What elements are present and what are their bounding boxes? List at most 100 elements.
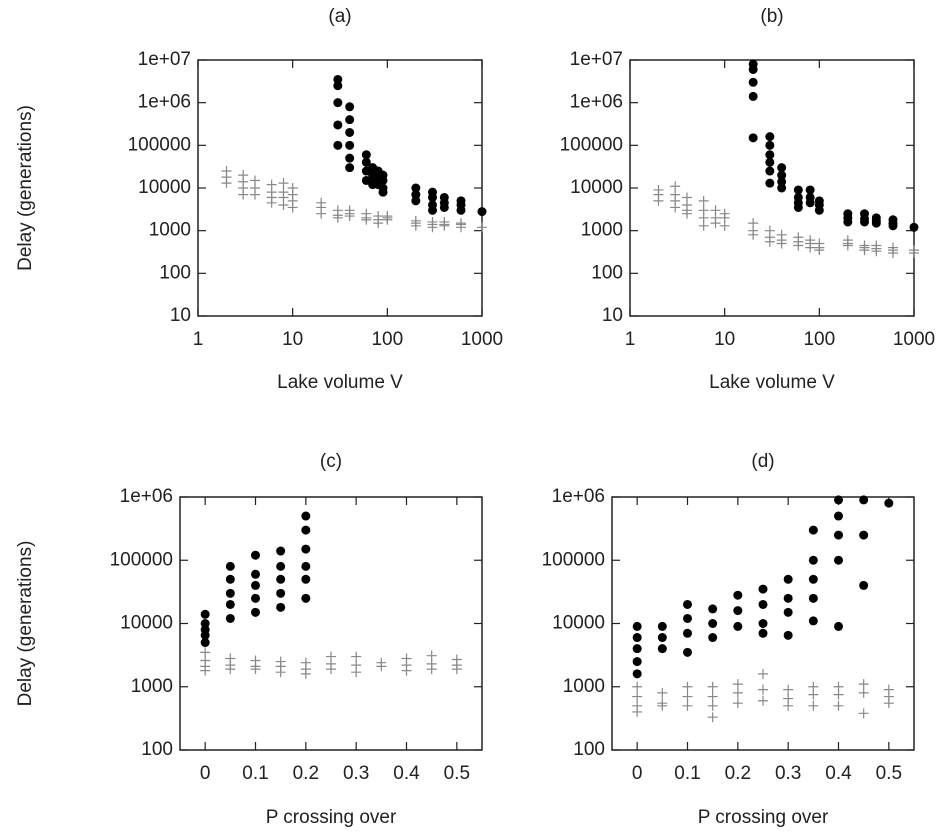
point xyxy=(884,498,894,508)
point xyxy=(732,687,743,698)
point xyxy=(765,178,775,188)
y-tick-label: 100000 xyxy=(128,134,191,155)
point xyxy=(808,555,818,565)
point xyxy=(732,679,743,690)
x-axis-label: Lake volume V xyxy=(709,372,835,393)
point xyxy=(805,198,815,208)
point xyxy=(301,511,311,521)
panel-title: (a) xyxy=(328,6,351,27)
point xyxy=(748,229,759,240)
y-tick-label: 100000 xyxy=(542,549,605,570)
point xyxy=(345,127,355,137)
point xyxy=(834,495,843,505)
point xyxy=(834,511,843,521)
point xyxy=(287,202,298,213)
point xyxy=(698,195,709,206)
point xyxy=(333,81,343,91)
point xyxy=(833,700,844,711)
point xyxy=(758,684,768,695)
point xyxy=(843,217,853,227)
x-tick-label: 1000 xyxy=(461,329,503,350)
point xyxy=(278,199,289,210)
y-axis-label: Delay (generations) xyxy=(15,541,36,707)
point xyxy=(683,647,692,657)
point xyxy=(326,664,336,675)
point xyxy=(888,221,898,231)
x-tick-label: 1 xyxy=(193,329,204,350)
point xyxy=(764,236,775,247)
point xyxy=(707,681,718,692)
point xyxy=(225,613,235,623)
point xyxy=(301,544,311,554)
point xyxy=(333,74,343,84)
point xyxy=(683,613,692,623)
x-tick-label: 0.4 xyxy=(825,763,852,784)
point xyxy=(765,157,775,167)
point xyxy=(758,668,768,679)
y-tick-label: 100 xyxy=(141,739,173,760)
point xyxy=(814,245,825,256)
point xyxy=(834,530,843,540)
point xyxy=(301,525,311,535)
point xyxy=(657,633,667,643)
point xyxy=(748,133,758,143)
point xyxy=(276,602,286,612)
point xyxy=(683,628,692,638)
point xyxy=(748,91,758,101)
y-tick-label: 1000 xyxy=(149,220,191,241)
point xyxy=(783,607,793,617)
x-tick-label: 0.2 xyxy=(725,763,751,784)
point xyxy=(632,633,642,643)
point xyxy=(477,207,487,217)
point xyxy=(251,607,260,617)
point xyxy=(632,644,642,654)
point xyxy=(777,183,787,193)
point xyxy=(708,633,718,643)
point xyxy=(632,657,642,667)
point xyxy=(858,679,869,690)
point xyxy=(439,202,449,212)
point xyxy=(814,205,824,215)
point xyxy=(793,202,803,212)
point xyxy=(200,638,210,648)
point xyxy=(657,621,667,631)
point xyxy=(657,687,668,698)
point xyxy=(808,593,818,603)
point xyxy=(632,669,642,679)
point xyxy=(805,185,815,195)
point xyxy=(221,178,232,189)
point xyxy=(276,574,286,584)
point xyxy=(361,157,371,167)
point xyxy=(439,220,450,231)
point xyxy=(858,708,869,719)
point xyxy=(758,695,768,706)
point xyxy=(266,197,277,208)
point xyxy=(200,609,210,619)
y-tick-label: 10000 xyxy=(570,177,623,198)
point xyxy=(345,163,355,173)
point xyxy=(777,177,787,187)
point xyxy=(332,212,343,223)
point xyxy=(657,700,668,711)
point xyxy=(859,245,870,256)
point xyxy=(909,247,919,258)
x-tick-label: 0.1 xyxy=(242,763,268,784)
point xyxy=(859,580,869,590)
point xyxy=(411,196,421,206)
plot-frame xyxy=(179,496,483,751)
point xyxy=(758,584,768,594)
y-tick-label: 1e+06 xyxy=(552,486,605,507)
x-tick-label: 10 xyxy=(714,329,735,350)
y-tick-label: 100000 xyxy=(560,134,623,155)
x-tick-label: 100 xyxy=(371,329,403,350)
y-tick-label: 100000 xyxy=(110,549,173,570)
point xyxy=(808,574,818,584)
plot-frame xyxy=(629,59,915,317)
y-tick-label: 1000 xyxy=(131,676,173,697)
point xyxy=(808,700,819,711)
x-tick-label: 0.2 xyxy=(293,763,319,784)
point xyxy=(250,664,261,675)
point xyxy=(477,222,487,233)
point xyxy=(316,208,327,219)
